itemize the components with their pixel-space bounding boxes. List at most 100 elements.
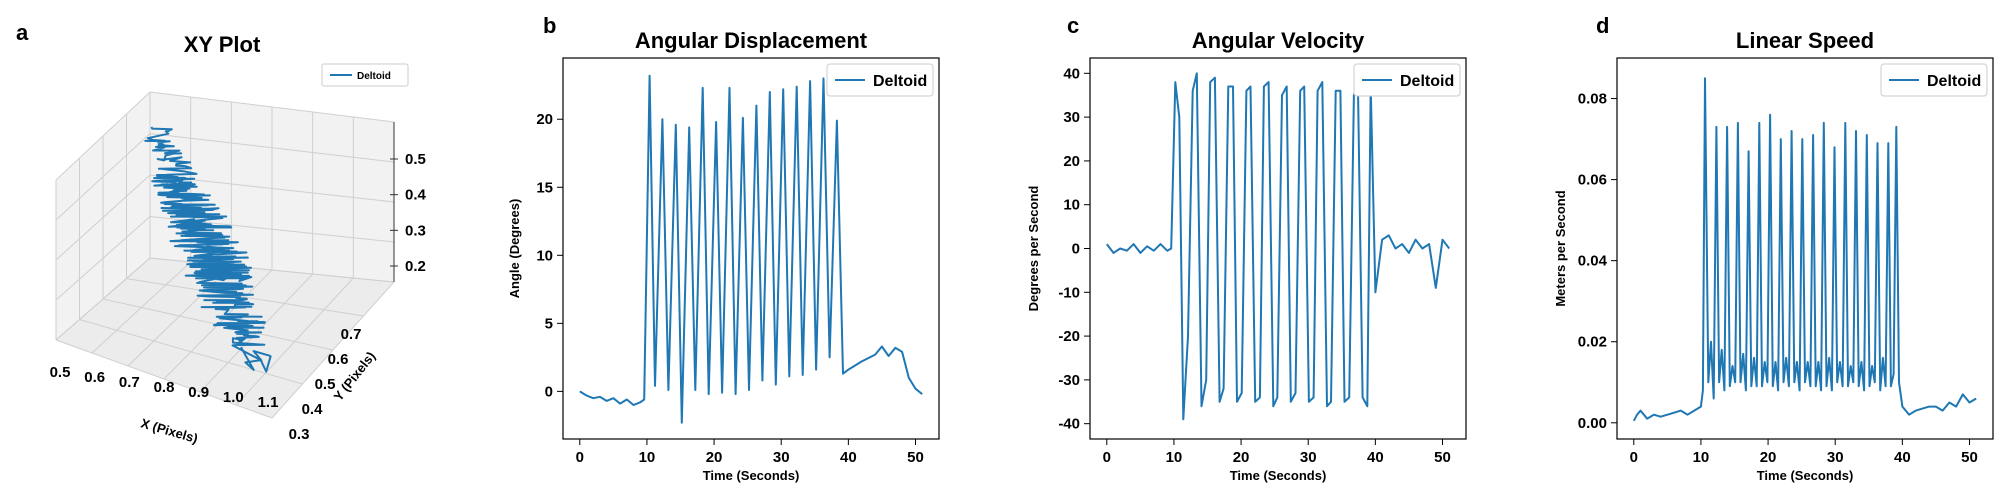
legend-box-a <box>321 63 409 87</box>
x-tick-label-b: 30 <box>773 449 790 466</box>
legend-label-c: Deltoid <box>1400 73 1454 90</box>
plot-frame-d <box>1616 57 1994 440</box>
x-axis-label-b: Time (Seconds) <box>703 468 800 483</box>
x-tick-label-a: 1.1 <box>258 394 279 411</box>
y-tick-label-c: 30 <box>1063 109 1080 126</box>
x-axis-ticks: 0.5 0.6 0.7 0.8 0.9 1.0 1.1 <box>50 364 279 411</box>
legend-box-c <box>1353 63 1461 97</box>
x-tick-label-b: 10 <box>639 449 656 466</box>
x-tick-label-d: 20 <box>1760 449 1777 466</box>
z-tick-label-a: 0.2 <box>405 258 426 275</box>
x-tick-label-d: 30 <box>1827 449 1844 466</box>
z-axis-ticks: 0.2 0.3 0.4 0.5 <box>390 122 427 282</box>
y-tick-label-c: -30 <box>1058 372 1080 389</box>
y-tick-label-c: -10 <box>1058 284 1080 301</box>
legend-box-b <box>826 63 934 97</box>
x-tick-label-b: 0 <box>576 449 584 466</box>
x-tick-label-a: 0.6 <box>84 369 105 386</box>
x-tick-label-c: 20 <box>1233 449 1250 466</box>
z-tick-label-a: 0.5 <box>405 151 426 168</box>
plot-frame-b <box>562 57 940 440</box>
linear-speed-panel: d Linear Speed 0 10 20 30 40 50 0.00 0.02 0.04 0.0… <box>1553 13 1994 483</box>
x-tick-label-a: 0.5 <box>50 364 71 381</box>
y-axis-ticks: 0.3 0.4 0.5 0.6 0.7 <box>289 326 362 443</box>
y-tick-label-b: 20 <box>536 111 553 128</box>
y-tick-label-d: 0.00 <box>1578 415 1607 432</box>
y-tick-label-a: 0.6 <box>328 351 349 368</box>
y-tick-label-c: -20 <box>1058 328 1080 345</box>
panel-letter-c: c <box>1067 13 1079 38</box>
x-tick-label-d: 10 <box>1693 449 1710 466</box>
x-tick-label-d: 40 <box>1894 449 1911 466</box>
x-tick-label-a: 0.7 <box>119 374 140 391</box>
series-line-d <box>1632 77 1977 422</box>
legend-label-a: Deltoid <box>357 71 391 82</box>
z-tick-label-a: 0.4 <box>405 187 427 204</box>
chart-title-b: Angular Displacement <box>635 28 868 53</box>
y-tick-label-d: 0.06 <box>1578 172 1607 189</box>
grid-line <box>55 132 395 221</box>
y-tick-label-a: 0.5 <box>315 376 336 393</box>
x-tick-label-c: 50 <box>1434 449 1451 466</box>
y-axis-label-c: Degrees per Second <box>1026 186 1041 312</box>
legend-label-d: Deltoid <box>1927 73 1981 90</box>
series-line-b <box>579 74 923 424</box>
y-axis-label-b: Angle (Degrees) <box>507 199 522 299</box>
grid-line <box>55 174 395 261</box>
3d-trajectory-line <box>144 126 272 373</box>
grid-line <box>149 257 395 283</box>
y-tick-label-a: 0.4 <box>302 401 324 418</box>
y-tick-label-b: 5 <box>545 315 553 332</box>
x-tick-label-c: 10 <box>1166 449 1183 466</box>
x-tick-label-a: 0.8 <box>154 379 175 396</box>
panel-letter-a: a <box>16 20 29 45</box>
y-tick-label-c: 0 <box>1072 241 1080 258</box>
panel-letter-b: b <box>543 13 556 38</box>
grid-line <box>55 91 395 181</box>
x-tick-label-c: 30 <box>1300 449 1317 466</box>
chart-title-d: Linear Speed <box>1736 28 1874 53</box>
legend-label-b: Deltoid <box>873 73 927 90</box>
x-tick-label-d: 0 <box>1630 449 1638 466</box>
y-tick-label-a: 0.3 <box>289 426 310 443</box>
x-tick-label-b: 40 <box>840 449 857 466</box>
grid-line <box>55 339 273 419</box>
angular-displacement-panel: b Angular Displacement 0 10 20 30 40 50 0 5 10 15 2… <box>507 13 940 483</box>
3d-floor-pane <box>56 258 394 418</box>
legend-box-d <box>1880 63 1988 97</box>
series-line-c <box>1106 72 1450 421</box>
y-tick-label-b: 0 <box>545 383 553 400</box>
y-tick-label-c: 40 <box>1063 65 1080 82</box>
grid-line <box>55 215 395 301</box>
y-tick-label-b: 15 <box>536 179 553 196</box>
x-tick-label-c: 0 <box>1103 449 1111 466</box>
x-tick-label-b: 20 <box>706 449 723 466</box>
z-tick-label-a: 0.3 <box>405 222 426 239</box>
x-tick-label-a: 1.0 <box>223 389 244 406</box>
y-tick-label-c: 20 <box>1063 153 1080 170</box>
legend-a: Deltoid <box>321 63 409 87</box>
y-tick-label-d: 0.04 <box>1578 253 1608 270</box>
grid-line <box>79 319 303 385</box>
y-axis-label-d: Meters per Second <box>1553 190 1568 306</box>
x-tick-label-d: 50 <box>1961 449 1978 466</box>
x-tick-label-a: 0.9 <box>188 384 209 401</box>
chart-title-xy-plot: XY Plot <box>184 32 261 57</box>
x-axis-label-d: Time (Seconds) <box>1757 468 1854 483</box>
grid-line <box>126 278 364 317</box>
angular-velocity-panel: c Angular Velocity 0 10 20 30 40 50 -40 -30 -20 -1… <box>1026 13 1467 483</box>
y-tick-label-b: 10 <box>536 247 553 264</box>
y-tick-label-d: 0.08 <box>1578 91 1607 108</box>
x-axis-label-c: Time (Seconds) <box>1230 468 1327 483</box>
x-axis-label-a: X (Pixels) <box>139 415 199 446</box>
x-tick-label-c: 40 <box>1367 449 1384 466</box>
chart-title-c: Angular Velocity <box>1192 28 1365 53</box>
panel-letter-d: d <box>1596 13 1609 38</box>
y-tick-label-d: 0.02 <box>1578 334 1607 351</box>
xy-plot-panel: a XY Plot 0.5 0.6 0.7 0.8 0.9 1.0 1.1 0.30.40.… <box>16 20 427 446</box>
y-tick-label-c: -40 <box>1058 416 1080 433</box>
y-tick-label-c: 10 <box>1063 197 1080 214</box>
y-tick-label-a: 0.7 <box>341 326 362 343</box>
x-tick-label-b: 50 <box>907 449 924 466</box>
